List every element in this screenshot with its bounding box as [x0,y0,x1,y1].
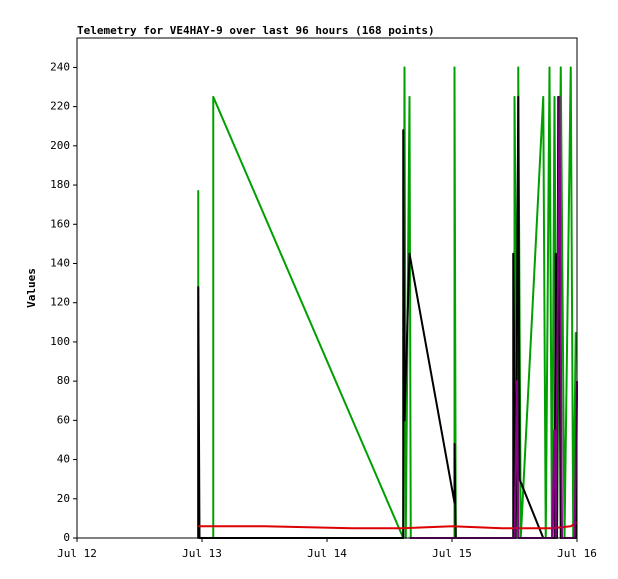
x-tick-label: Jul 14 [307,547,347,560]
y-tick-label: 160 [50,217,70,230]
y-tick-label: 180 [50,178,70,191]
x-tick-label: Jul 12 [57,547,97,560]
x-tick-label: Jul 15 [432,547,472,560]
y-tick-label: 120 [50,296,70,309]
y-axis-label: Values [25,268,38,308]
y-tick-label: 100 [50,335,70,348]
y-tick-label: 20 [57,492,70,505]
y-tick-label: 0 [63,531,70,544]
y-tick-label: 220 [50,100,70,113]
y-tick-label: 140 [50,256,70,269]
x-tick-label: Jul 16 [557,547,597,560]
y-tick-label: 80 [57,374,70,387]
y-tick-label: 200 [50,139,70,152]
plot-frame [76,37,578,539]
y-tick-label: 60 [57,413,70,426]
x-tick-label: Jul 13 [182,547,222,560]
y-tick-label: 40 [57,453,70,466]
chart-title: Telemetry for VE4HAY-9 over last 96 hour… [77,24,435,37]
y-tick-label: 240 [50,60,70,73]
series-line [198,521,578,530]
